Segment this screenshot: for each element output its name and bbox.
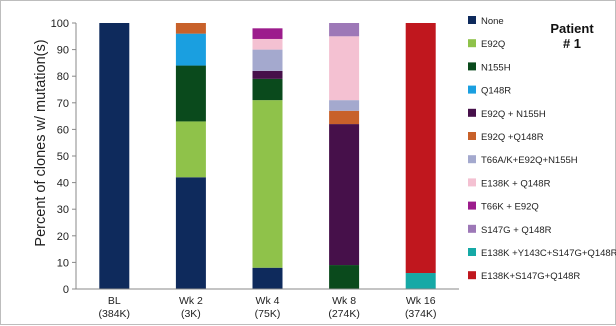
bar-segment xyxy=(175,65,206,122)
y-tick-label: 50 xyxy=(57,151,69,163)
bar-segment xyxy=(252,28,283,39)
x-tick-label: Wk 4 xyxy=(256,295,280,307)
patient-annotation-line1: Patient xyxy=(550,21,594,36)
x-tick-sublabel: (274K) xyxy=(328,308,360,320)
legend-label: E92Q + N155H xyxy=(481,109,546,120)
x-tick-label: Wk 2 xyxy=(179,295,203,307)
x-tick-sublabel: (3K) xyxy=(181,308,201,320)
y-tick-label: 100 xyxy=(51,18,69,30)
legend: None E92Q N155H Q148R E92Q + N155H E92Q +Q148… xyxy=(468,16,616,282)
bar-segment xyxy=(175,23,206,34)
x-tick-sublabel: (374K) xyxy=(405,308,437,320)
x-axis: BL(384K) Wk 2(3K) Wk 4(75K) Wk 8(274K) Wk 16… xyxy=(76,288,459,320)
legend-swatch xyxy=(468,132,476,140)
x-tick-label: Wk 16 xyxy=(406,295,436,307)
y-tick-label: 30 xyxy=(57,204,69,216)
bar-segment xyxy=(175,177,206,289)
bar-segment xyxy=(329,110,360,125)
y-tick-label: 40 xyxy=(57,178,69,190)
patient-annotation-line2: # 1 xyxy=(563,36,581,51)
bar-segment xyxy=(252,70,283,79)
legend-label: E138K+S147G+Q148R xyxy=(481,271,580,282)
bar-segment xyxy=(175,121,206,178)
y-axis: 0 10 20 30 40 50 60 70 80 90 100 xyxy=(51,18,77,296)
y-tick-label: 10 xyxy=(57,257,69,269)
bar-segment xyxy=(252,49,283,71)
bar-segment xyxy=(175,33,206,66)
bar-segment xyxy=(252,267,283,289)
bar-segment xyxy=(99,23,130,289)
legend-swatch xyxy=(468,155,476,164)
bar-segment xyxy=(405,23,436,274)
legend-label: E138K +Y143C+S147G+Q148R xyxy=(481,248,616,259)
bar-segment xyxy=(252,100,283,268)
legend-label: N155H xyxy=(481,62,511,73)
legend-swatch xyxy=(468,85,476,94)
legend-swatch xyxy=(468,108,476,117)
legend-label: T66A/K+E92Q+N155H xyxy=(481,155,578,166)
legend-swatch xyxy=(468,271,476,280)
bar-segment xyxy=(329,100,360,111)
legend-label: S147G + Q148R xyxy=(481,225,552,236)
x-tick-sublabel: (384K) xyxy=(99,308,131,320)
legend-swatch xyxy=(468,39,476,48)
legend-label: Q148R xyxy=(481,86,511,97)
legend-label: T66K + E92Q xyxy=(481,202,539,213)
y-tick-label: 0 xyxy=(63,284,69,296)
legend-label: E92Q xyxy=(481,39,505,50)
legend-label: E92Q +Q148R xyxy=(481,132,544,143)
legend-label: E138K + Q148R xyxy=(481,178,551,189)
y-axis-label: Percent of clones w/ mutation(s) xyxy=(33,39,49,246)
legend-swatch xyxy=(468,248,476,256)
bar-segment xyxy=(329,265,360,289)
y-tick-label: 80 xyxy=(57,71,69,83)
y-tick-label: 90 xyxy=(57,45,69,57)
legend-swatch xyxy=(468,178,476,187)
y-tick-label: 60 xyxy=(57,124,69,136)
legend-swatch xyxy=(468,62,476,71)
bar-segment xyxy=(329,23,360,37)
plot-area xyxy=(99,23,436,289)
bar-segment xyxy=(329,36,360,101)
legend-label: None xyxy=(481,16,504,27)
x-tick-label: Wk 8 xyxy=(332,295,356,307)
bar-segment xyxy=(252,78,283,101)
bar-segment xyxy=(252,38,283,50)
bar-segment xyxy=(405,273,436,289)
y-tick-label: 20 xyxy=(57,231,69,243)
x-tick-sublabel: (75K) xyxy=(255,308,281,320)
x-tick-label: BL xyxy=(108,295,121,307)
legend-swatch xyxy=(468,16,476,24)
legend-swatch xyxy=(468,224,476,233)
y-tick-label: 70 xyxy=(57,98,69,110)
bar-segment xyxy=(329,124,360,266)
legend-swatch xyxy=(468,201,476,210)
